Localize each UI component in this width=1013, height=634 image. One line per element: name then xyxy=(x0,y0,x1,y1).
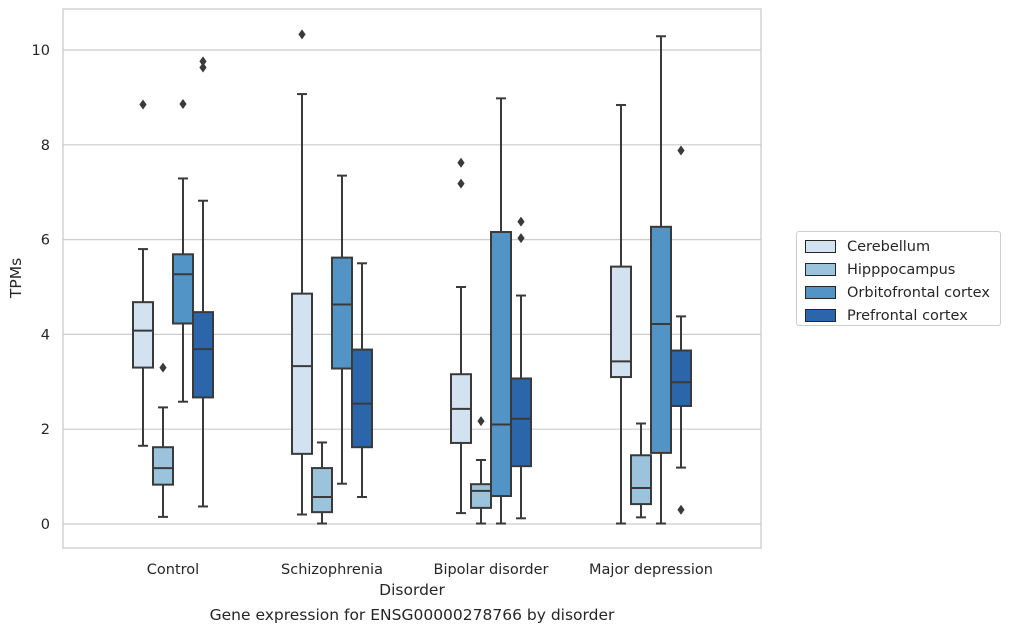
y-tick-label-8: 8 xyxy=(41,138,50,154)
outlier-prefrontal-cortex-bipolar-disorder-1 xyxy=(517,216,525,227)
iqr-box-prefrontal-cortex-bipolar-disorder xyxy=(510,377,532,468)
box-hipppocampus-bipolar-disorder xyxy=(470,416,492,525)
legend-swatch-hippocampus xyxy=(805,263,836,276)
outlier-prefrontal-cortex-control-0 xyxy=(199,62,207,73)
y-tick-label-2: 2 xyxy=(41,422,50,438)
box-hipppocampus-major-depression xyxy=(630,422,652,519)
figure-caption: Gene expression for ENSG00000278766 by d… xyxy=(209,606,615,624)
outlier-cerebellum-bipolar-disorder-1 xyxy=(457,157,465,168)
y-tick-labels: 0 2 4 6 8 10 xyxy=(32,43,50,533)
box-cerebellum-schizophrenia xyxy=(291,29,313,516)
outlier-orbitofrontal-cortex-control-0 xyxy=(179,99,187,110)
legend-swatch-orbitofrontal-cortex xyxy=(805,286,836,299)
iqr-box-hipppocampus-control xyxy=(152,446,174,486)
box-orbitofrontal-cortex-major-depression xyxy=(650,35,672,525)
y-tick-label-10: 10 xyxy=(32,43,50,59)
legend-swatch-cerebellum xyxy=(805,240,836,253)
box-hipppocampus-control xyxy=(152,362,174,518)
x-tick-labels: Control Schizophrenia Bipolar disorder Majo… xyxy=(147,562,713,578)
outlier-prefrontal-cortex-bipolar-disorder-0 xyxy=(517,233,525,244)
plot-area-frame xyxy=(62,8,762,549)
y-tick-label-4: 4 xyxy=(41,327,50,343)
iqr-box-orbitofrontal-cortex-control xyxy=(172,253,194,325)
box-layer xyxy=(132,29,692,525)
box-prefrontal-cortex-major-depression xyxy=(670,145,692,515)
iqr-box-hipppocampus-bipolar-disorder xyxy=(470,483,492,509)
legend-item-cerebellum: Cerebellum xyxy=(805,235,1000,258)
box-orbitofrontal-cortex-bipolar-disorder xyxy=(490,97,512,525)
box-orbitofrontal-cortex-schizophrenia xyxy=(331,174,353,485)
legend: Cerebellum Hipppocampus Orbitofrontal co… xyxy=(796,231,1001,326)
outlier-prefrontal-cortex-major-depression-0 xyxy=(677,504,685,515)
box-prefrontal-cortex-control xyxy=(192,56,214,508)
legend-label-cerebellum: Cerebellum xyxy=(847,238,931,255)
y-tick-label-6: 6 xyxy=(41,233,50,249)
box-prefrontal-cortex-schizophrenia xyxy=(351,262,373,498)
outlier-cerebellum-schizophrenia-0 xyxy=(298,29,306,40)
iqr-box-cerebellum-schizophrenia xyxy=(291,292,313,455)
iqr-box-prefrontal-cortex-major-depression xyxy=(670,349,692,407)
iqr-box-orbitofrontal-cortex-schizophrenia xyxy=(331,256,353,370)
legend-item-orbitofrontal-cortex: Orbitofrontal cortex xyxy=(805,281,1000,304)
y-tick-label-0: 0 xyxy=(41,517,50,533)
x-tick-label-bipolar-disorder: Bipolar disorder xyxy=(434,562,549,578)
iqr-box-hipppocampus-schizophrenia xyxy=(311,467,333,514)
iqr-box-prefrontal-cortex-schizophrenia xyxy=(351,348,373,449)
outlier-hipppocampus-bipolar-disorder-0 xyxy=(477,416,485,427)
outlier-cerebellum-control-0 xyxy=(139,99,147,110)
iqr-box-cerebellum-major-depression xyxy=(610,265,632,379)
outlier-cerebellum-bipolar-disorder-0 xyxy=(457,178,465,189)
legend-swatch-prefrontal-cortex xyxy=(805,309,836,322)
legend-item-hippocampus: Hipppocampus xyxy=(805,258,1000,281)
outlier-prefrontal-cortex-major-depression-1 xyxy=(677,145,685,156)
gridlines xyxy=(63,49,761,525)
iqr-box-hipppocampus-major-depression xyxy=(630,454,652,506)
box-prefrontal-cortex-bipolar-disorder xyxy=(510,216,532,520)
x-tick-label-schizophrenia: Schizophrenia xyxy=(281,562,383,578)
box-hipppocampus-schizophrenia xyxy=(311,441,333,525)
box-orbitofrontal-cortex-control xyxy=(172,99,194,403)
box-cerebellum-bipolar-disorder xyxy=(450,157,472,515)
legend-label-hippocampus: Hipppocampus xyxy=(847,261,956,278)
iqr-box-cerebellum-control xyxy=(132,301,154,369)
box-cerebellum-control xyxy=(132,99,154,447)
box-cerebellum-major-depression xyxy=(610,103,632,525)
x-tick-label-control: Control xyxy=(147,562,199,578)
iqr-box-orbitofrontal-cortex-bipolar-disorder xyxy=(490,231,512,498)
y-axis-label: TPMs xyxy=(7,258,25,299)
legend-label-prefrontal-cortex: Prefrontal cortex xyxy=(847,307,968,324)
iqr-box-orbitofrontal-cortex-major-depression xyxy=(650,225,672,454)
legend-item-prefrontal-cortex: Prefrontal cortex xyxy=(805,304,1000,327)
iqr-box-prefrontal-cortex-control xyxy=(192,311,214,399)
outlier-prefrontal-cortex-control-1 xyxy=(199,56,207,67)
x-axis-label: Disorder xyxy=(379,581,445,599)
outlier-hipppocampus-control-0 xyxy=(159,362,167,373)
legend-label-orbitofrontal-cortex: Orbitofrontal cortex xyxy=(847,284,990,301)
x-tick-label-major-depression: Major depression xyxy=(589,562,713,578)
